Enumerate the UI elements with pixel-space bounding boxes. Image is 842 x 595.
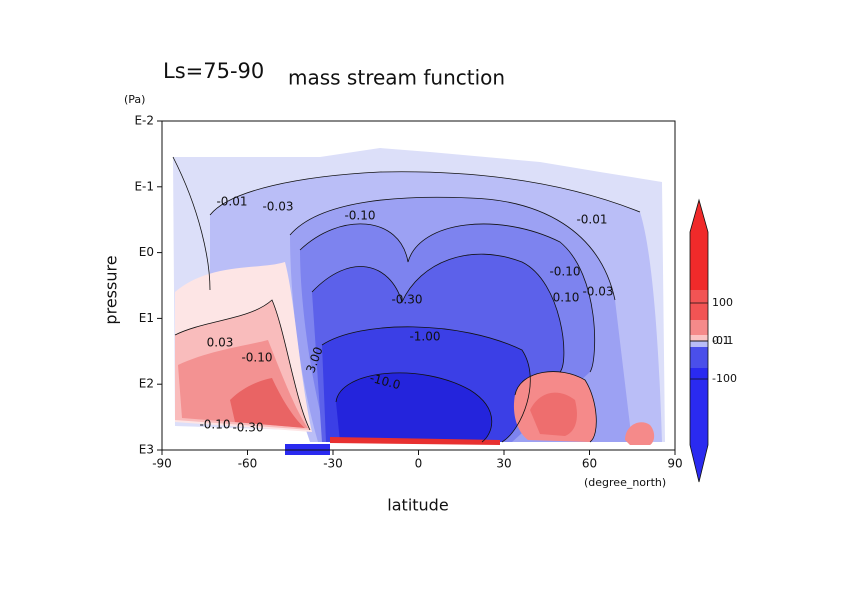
x-unit: (degree_north) bbox=[584, 476, 666, 489]
colorbar-band bbox=[690, 341, 708, 347]
contour-label: -0.01 bbox=[576, 213, 607, 227]
contour-line bbox=[321, 326, 531, 443]
contour-line bbox=[174, 299, 311, 431]
region bbox=[336, 372, 492, 442]
x-tick-label: -30 bbox=[323, 457, 343, 471]
y-tick-label: E0 bbox=[139, 245, 154, 259]
chart-title: Ls=75-90 bbox=[163, 59, 264, 83]
region bbox=[530, 392, 577, 436]
region bbox=[230, 378, 305, 428]
contour-label: -1.00 bbox=[409, 330, 440, 344]
contour-line bbox=[311, 253, 565, 373]
contour-label: 0.03 bbox=[207, 336, 234, 350]
contour-line bbox=[514, 371, 597, 443]
colorbar-tick-label: -0.1 bbox=[712, 334, 733, 347]
x-tick-label: 90 bbox=[667, 457, 682, 471]
y-tick-label: E1 bbox=[139, 311, 154, 325]
x-tick-label: 0 bbox=[415, 457, 423, 471]
contour-line bbox=[335, 372, 493, 443]
region bbox=[625, 422, 655, 445]
colorbar bbox=[689, 198, 709, 483]
y-unit: (Pa) bbox=[124, 93, 145, 106]
colorbar-band bbox=[690, 335, 708, 341]
contour-label: -0.30 bbox=[391, 293, 422, 307]
colorbar-band bbox=[690, 347, 708, 368]
contour-field bbox=[172, 148, 665, 455]
y-tick-label: E-1 bbox=[134, 179, 154, 193]
colorbar-band bbox=[690, 232, 708, 290]
x-tick-label: -90 bbox=[152, 457, 172, 471]
contour-line bbox=[289, 196, 616, 301]
x-tick-label: 30 bbox=[496, 457, 511, 471]
colorbar-cap bbox=[690, 200, 708, 232]
x-tick-label: 60 bbox=[582, 457, 597, 471]
colorbar-cap bbox=[690, 445, 708, 482]
y-tick-label: E3 bbox=[139, 443, 154, 457]
contour-label: -0.30 bbox=[232, 421, 263, 435]
contour-label: -0.10 bbox=[199, 418, 230, 432]
contour-line bbox=[209, 171, 641, 216]
contour-label: -0.01 bbox=[216, 195, 247, 209]
colorbar-tick-label: 0.1 bbox=[712, 334, 730, 347]
contour-line bbox=[172, 156, 211, 291]
contour-label: -0.03 bbox=[582, 285, 613, 299]
colorbar-band bbox=[690, 320, 708, 335]
chart-subtitle: mass stream function bbox=[288, 66, 505, 90]
colorbar-tick-label: 100 bbox=[712, 296, 733, 309]
region bbox=[330, 437, 500, 445]
colorbar-band bbox=[690, 368, 708, 445]
y-tick-label: E2 bbox=[139, 377, 154, 391]
y-tick-label: E-2 bbox=[134, 114, 154, 128]
y-axis-label: pressure bbox=[102, 255, 121, 324]
contour-label: -0.10 bbox=[549, 265, 580, 279]
contour-label: 0.10 bbox=[553, 291, 580, 305]
x-tick-label: -60 bbox=[238, 457, 258, 471]
contour-label: -0.03 bbox=[262, 200, 293, 214]
colorbar-band bbox=[690, 290, 708, 320]
colorbar-frame bbox=[689, 198, 709, 483]
contour-line bbox=[299, 223, 596, 373]
x-axis-label: latitude bbox=[387, 496, 448, 515]
contour-label: -0.10 bbox=[344, 209, 375, 223]
contour-label: -0.10 bbox=[241, 351, 272, 365]
colorbar-tick-label: -100 bbox=[712, 372, 737, 385]
